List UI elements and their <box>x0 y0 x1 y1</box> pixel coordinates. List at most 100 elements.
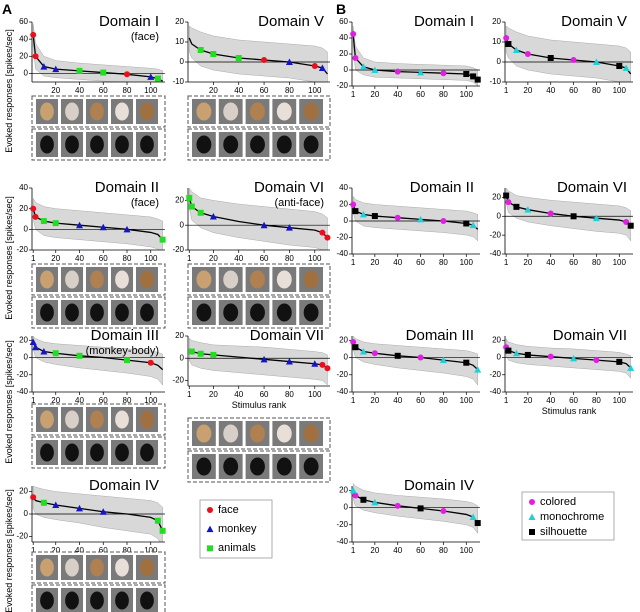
x-axis-label: Stimulus rank <box>542 406 597 416</box>
x-tick-label: 20 <box>51 396 60 405</box>
y-tick-label: -20 <box>489 230 501 239</box>
x-tick-label: 100 <box>144 546 158 555</box>
thumbnail-object <box>65 270 79 289</box>
x-tick-label: 60 <box>99 396 108 405</box>
x-tick-label: 1 <box>504 86 509 95</box>
marker <box>319 229 326 236</box>
marker <box>474 520 481 527</box>
marker <box>350 339 357 346</box>
y-tick-label: 20 <box>175 331 184 340</box>
chart-title: Domain III <box>406 327 474 344</box>
x-tick-label: 40 <box>393 546 402 555</box>
chart-title: Domain I <box>99 13 159 30</box>
thumbnail-object <box>250 457 265 476</box>
panel-label: B <box>336 1 346 17</box>
marker <box>99 223 107 231</box>
marker <box>417 505 424 512</box>
thumbnail-object <box>303 102 319 121</box>
marker <box>503 192 510 199</box>
x-tick-label: 20 <box>370 258 379 267</box>
y-tick-label: 10 <box>492 37 501 46</box>
marker <box>474 76 481 83</box>
x-tick-label: 60 <box>416 258 425 267</box>
y-tick-label: 0 <box>344 65 349 74</box>
marker <box>570 213 577 220</box>
sd-band <box>505 25 631 82</box>
thumbnail-object <box>303 303 319 322</box>
thumbnail-object <box>40 303 54 322</box>
y-tick-label: -40 <box>489 249 501 258</box>
y-tick-label: 20 <box>175 196 184 205</box>
sd-band <box>352 335 478 386</box>
marker <box>359 348 367 355</box>
thumbnail-object <box>276 303 292 322</box>
thumbnail-object <box>115 443 129 462</box>
x-tick-label: 1 <box>31 396 36 405</box>
x-tick-label: 20 <box>209 390 218 399</box>
x-tick-label: 80 <box>439 396 448 405</box>
thumbnail-object <box>140 303 154 322</box>
legend-label: face <box>218 504 239 516</box>
thumbnail-object <box>303 457 319 476</box>
x-tick-label: 1 <box>187 254 192 263</box>
marker <box>592 58 600 65</box>
thumbnail-object <box>196 102 212 121</box>
y-tick-label: 10 <box>175 37 184 46</box>
x-tick-label: 80 <box>285 390 294 399</box>
x-tick-label: 80 <box>592 396 601 405</box>
y-tick-label: 0 <box>180 220 185 229</box>
marker <box>570 354 578 362</box>
x-tick-label: 100 <box>460 90 474 99</box>
thumbnail-object <box>250 303 265 322</box>
marker <box>394 352 401 359</box>
x-tick-label: 40 <box>546 396 555 405</box>
thumbnail-object <box>276 135 292 154</box>
thumbnail-object <box>140 558 154 577</box>
y-tick-label: 40 <box>19 34 28 43</box>
y-tick-label: -20 <box>172 245 184 254</box>
x-tick-label: 80 <box>123 396 132 405</box>
y-tick-label: 0 <box>344 216 349 225</box>
marker <box>188 203 195 210</box>
thumbnail-object <box>65 410 79 429</box>
y-tick-label: 20 <box>339 200 348 209</box>
thumbnail-object <box>115 410 129 429</box>
thumbnail-object <box>90 303 104 322</box>
marker <box>360 496 367 503</box>
marker <box>463 220 470 227</box>
legend-marker <box>206 525 214 533</box>
marker <box>197 209 204 216</box>
y-tick-label: -20 <box>16 245 28 254</box>
marker <box>439 356 447 364</box>
thumbnail-object <box>276 457 292 476</box>
thumbnail-object <box>90 558 104 577</box>
y-tick-label: 0 <box>497 57 502 66</box>
marker <box>32 213 39 220</box>
marker <box>463 71 470 77</box>
marker <box>371 213 378 220</box>
y-tick-label: -20 <box>336 370 348 379</box>
chart-title: Domain IV <box>89 477 159 494</box>
marker <box>440 218 447 224</box>
mean-line <box>188 348 328 369</box>
x-tick-label: 80 <box>285 254 294 263</box>
y-tick-label: -20 <box>16 370 28 379</box>
x-tick-label: 20 <box>523 258 532 267</box>
x-tick-label: 1 <box>504 258 509 267</box>
x-tick-label: 80 <box>592 258 601 267</box>
thumbnail-object <box>115 270 129 289</box>
mean-line <box>32 34 163 82</box>
thumbnail-object <box>223 270 239 289</box>
thumbnail-object <box>303 270 319 289</box>
legend-label: monkey <box>218 523 257 535</box>
x-tick-label: 60 <box>416 396 425 405</box>
thumbnail-object <box>65 303 79 322</box>
marker <box>311 63 318 69</box>
marker <box>147 359 154 366</box>
marker <box>40 499 47 506</box>
sd-band <box>32 197 163 250</box>
legend-marker <box>529 499 535 505</box>
marker <box>469 221 477 229</box>
marker <box>371 498 379 506</box>
thumbnail-object <box>65 443 79 462</box>
